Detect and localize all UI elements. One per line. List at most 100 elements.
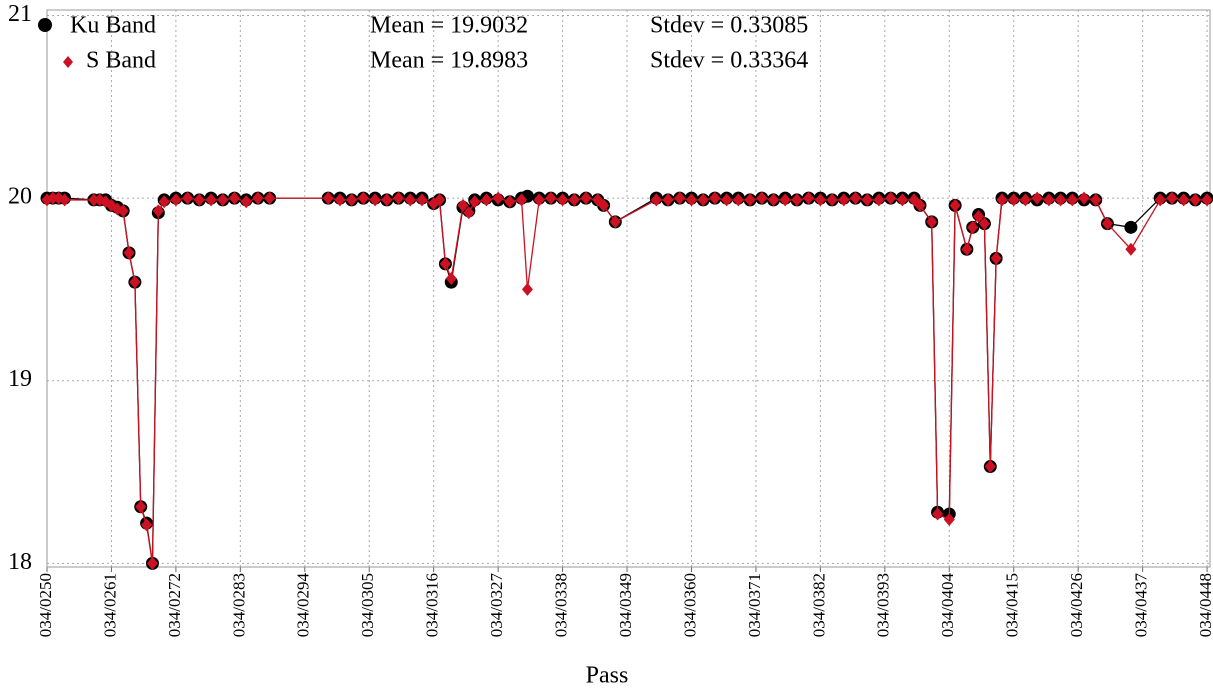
- data-point: [850, 191, 862, 205]
- data-point: [135, 500, 147, 514]
- data-point: [609, 215, 621, 229]
- x-tick-label: 034/0250: [36, 573, 55, 637]
- x-tick-label: 034/0426: [1067, 573, 1086, 637]
- x-tick-label: 034/0283: [229, 573, 248, 637]
- x-tick-label: 034/0415: [1003, 573, 1022, 637]
- annotation: Mean = 19.8983: [370, 48, 528, 74]
- data-point: [943, 513, 955, 527]
- x-tick-label: 034/0360: [680, 573, 699, 637]
- data-point: [480, 193, 492, 207]
- x-tick-label: 034/0305: [358, 573, 377, 637]
- data-point: [973, 209, 985, 223]
- x-tick-label: 034/0294: [294, 573, 313, 638]
- data-point: [861, 193, 873, 207]
- data-point: [1124, 220, 1138, 234]
- annotation: Mean = 19.9032: [370, 13, 528, 39]
- x-axis-label: Pass: [586, 663, 629, 689]
- data-point: [978, 217, 990, 231]
- legend-marker: [63, 56, 73, 68]
- data-point: [685, 193, 697, 207]
- y-tick-label: 19: [8, 366, 32, 392]
- data-point: [205, 193, 217, 207]
- data-point: [434, 193, 446, 207]
- data-point: [521, 282, 533, 296]
- data-point: [885, 191, 897, 205]
- data-point: [228, 191, 240, 205]
- plot-frame: [46, 9, 1211, 568]
- data-point: [252, 191, 264, 205]
- data-point: [463, 206, 475, 220]
- data-point: [949, 198, 961, 212]
- data-point: [932, 507, 944, 521]
- data-point: [1043, 193, 1055, 207]
- data-point: [756, 191, 768, 205]
- series: [41, 191, 1213, 570]
- annotation: Stdev = 0.33085: [650, 13, 808, 39]
- data-point: [1055, 193, 1067, 207]
- data-point: [158, 195, 170, 209]
- data-point: [170, 193, 182, 207]
- data-point: [59, 193, 71, 207]
- x-tick-label: 034/0382: [809, 573, 828, 637]
- data-point: [926, 215, 938, 229]
- data-point: [990, 251, 1002, 265]
- x-tick-label: 034/0371: [745, 573, 764, 637]
- data-point: [803, 191, 815, 205]
- data-point: [357, 191, 369, 205]
- data-point: [967, 220, 979, 234]
- data-point: [1008, 193, 1020, 207]
- x-tick-label: 034/0393: [874, 573, 893, 637]
- data-point: [1125, 242, 1137, 256]
- data-point: [416, 193, 428, 207]
- data-point: [322, 191, 334, 205]
- y-tick-label: 20: [8, 184, 32, 210]
- data-point: [381, 193, 393, 207]
- data-point: [814, 193, 826, 207]
- data-point: [826, 193, 838, 207]
- data-point: [141, 518, 153, 532]
- data-point: [732, 193, 744, 207]
- data-point: [697, 193, 709, 207]
- data-point: [996, 193, 1008, 207]
- data-point: [1178, 193, 1190, 207]
- x-tick-label: 034/0437: [1132, 573, 1151, 638]
- data-point: [492, 191, 504, 205]
- data-point: [662, 193, 674, 207]
- data-point: [404, 193, 416, 207]
- data-point: [439, 257, 451, 271]
- legend-marker: [38, 18, 52, 32]
- data-point: [650, 193, 662, 207]
- data-point: [768, 193, 780, 207]
- data-point: [53, 191, 65, 205]
- data-point: [264, 191, 276, 205]
- data-point: [146, 556, 158, 570]
- y-tick-label: 21: [8, 1, 32, 27]
- data-point: [533, 193, 545, 207]
- data-point: [334, 193, 346, 207]
- data-point: [1166, 191, 1178, 205]
- data-point: [568, 193, 580, 207]
- data-point: [182, 191, 194, 205]
- data-point: [217, 193, 229, 207]
- data-point: [791, 193, 803, 207]
- data-point: [469, 195, 481, 209]
- data-point: [193, 193, 205, 207]
- data-point: [88, 193, 100, 207]
- data-point: [838, 193, 850, 207]
- data-point: [580, 191, 592, 205]
- data-point: [445, 271, 457, 285]
- data-point: [1101, 217, 1113, 231]
- x-tick-label: 034/0261: [100, 573, 119, 637]
- data-point: [984, 460, 996, 474]
- data-point: [152, 204, 164, 218]
- data-point: [346, 193, 358, 207]
- data-point: [1154, 193, 1166, 207]
- data-point: [457, 198, 469, 212]
- data-point: [129, 275, 141, 289]
- x-tick-label: 034/0272: [165, 573, 184, 637]
- data-point: [1201, 193, 1213, 207]
- data-point: [721, 193, 733, 207]
- data-point: [674, 191, 686, 205]
